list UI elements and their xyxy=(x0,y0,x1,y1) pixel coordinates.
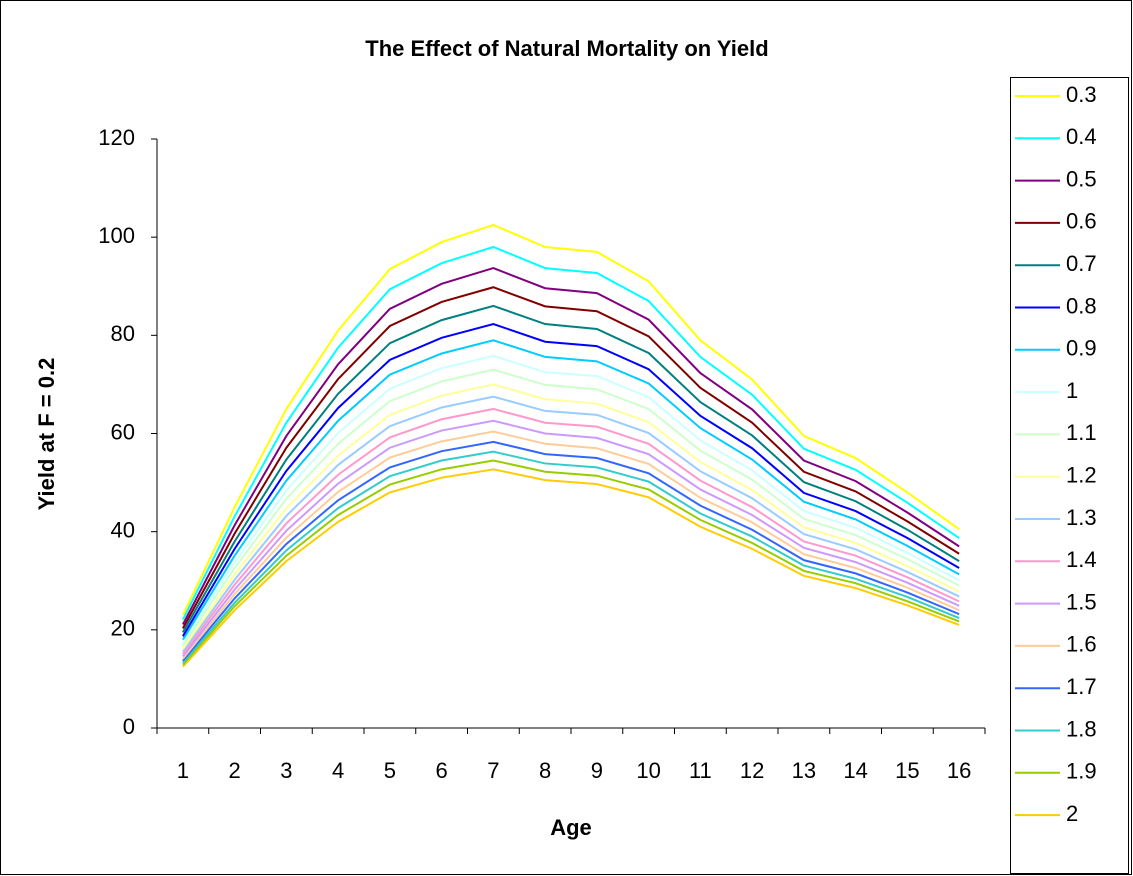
legend-label: 0.7 xyxy=(1066,251,1097,276)
legend-label: 0.4 xyxy=(1066,124,1097,149)
series-line xyxy=(182,430,960,660)
x-tick-label: 7 xyxy=(487,758,499,783)
x-tick-label: 8 xyxy=(539,758,551,783)
chart-title: The Effect of Natural Mortality on Yield xyxy=(365,36,768,61)
series-line xyxy=(181,223,960,616)
legend-label: 1.7 xyxy=(1066,674,1097,699)
x-tick-label: 1 xyxy=(177,758,189,783)
x-tick-label: 14 xyxy=(843,758,867,783)
series-line xyxy=(182,440,960,662)
y-tick-label: 80 xyxy=(111,321,135,346)
x-tick-label: 12 xyxy=(740,758,764,783)
y-tick-label: 40 xyxy=(111,517,135,542)
legend-label: 0.3 xyxy=(1066,82,1097,107)
legend-label: 1.9 xyxy=(1066,759,1097,784)
y-tick-label: 0 xyxy=(123,714,135,739)
series-line xyxy=(182,395,960,653)
series-line xyxy=(182,450,960,664)
y-tick-label: 20 xyxy=(111,616,135,641)
series-line xyxy=(182,354,960,644)
y-tick-label: 100 xyxy=(98,223,135,248)
legend-label: 1.5 xyxy=(1066,589,1097,614)
legend-label: 0.8 xyxy=(1066,293,1097,318)
y-tick-label: 120 xyxy=(98,125,135,150)
series-line xyxy=(181,286,960,629)
legend-label: 2 xyxy=(1066,801,1078,826)
legend-label: 1 xyxy=(1066,378,1078,403)
x-tick-label: 4 xyxy=(332,758,344,783)
series-line xyxy=(181,267,960,625)
legend-box xyxy=(1010,77,1129,874)
series-line xyxy=(182,322,960,637)
x-tick-label: 5 xyxy=(384,758,396,783)
x-tick-label: 10 xyxy=(636,758,660,783)
legend-label: 1.4 xyxy=(1066,547,1097,572)
y-axis-label: Yield at F = 0.2 xyxy=(34,358,59,511)
legend-label: 0.5 xyxy=(1066,166,1097,191)
series-line xyxy=(182,368,960,647)
x-tick-label: 11 xyxy=(689,758,712,783)
legend-label: 0.6 xyxy=(1066,209,1097,234)
series-line xyxy=(182,407,960,655)
x-tick-label: 16 xyxy=(947,758,971,783)
series-line xyxy=(182,459,960,666)
y-tick-label: 60 xyxy=(111,419,135,444)
series-line xyxy=(182,419,960,657)
legend-label: 1.1 xyxy=(1066,420,1097,445)
legend-label: 1.2 xyxy=(1066,463,1097,488)
series-line xyxy=(181,245,960,620)
x-tick-label: 2 xyxy=(229,758,241,783)
series-line xyxy=(182,468,960,668)
x-tick-label: 3 xyxy=(280,758,292,783)
x-tick-label: 13 xyxy=(792,758,816,783)
x-tick-label: 9 xyxy=(591,758,603,783)
x-tick-label: 6 xyxy=(436,758,448,783)
legend-label: 1.8 xyxy=(1066,716,1097,741)
series-line xyxy=(182,339,960,641)
legend-label: 1.3 xyxy=(1066,505,1097,530)
x-tick-label: 15 xyxy=(895,758,919,783)
legend-label: 1.6 xyxy=(1066,632,1097,657)
series-line xyxy=(182,304,960,633)
x-axis-label: Age xyxy=(550,815,592,840)
series-line xyxy=(182,383,960,650)
legend-label: 0.9 xyxy=(1066,336,1097,361)
